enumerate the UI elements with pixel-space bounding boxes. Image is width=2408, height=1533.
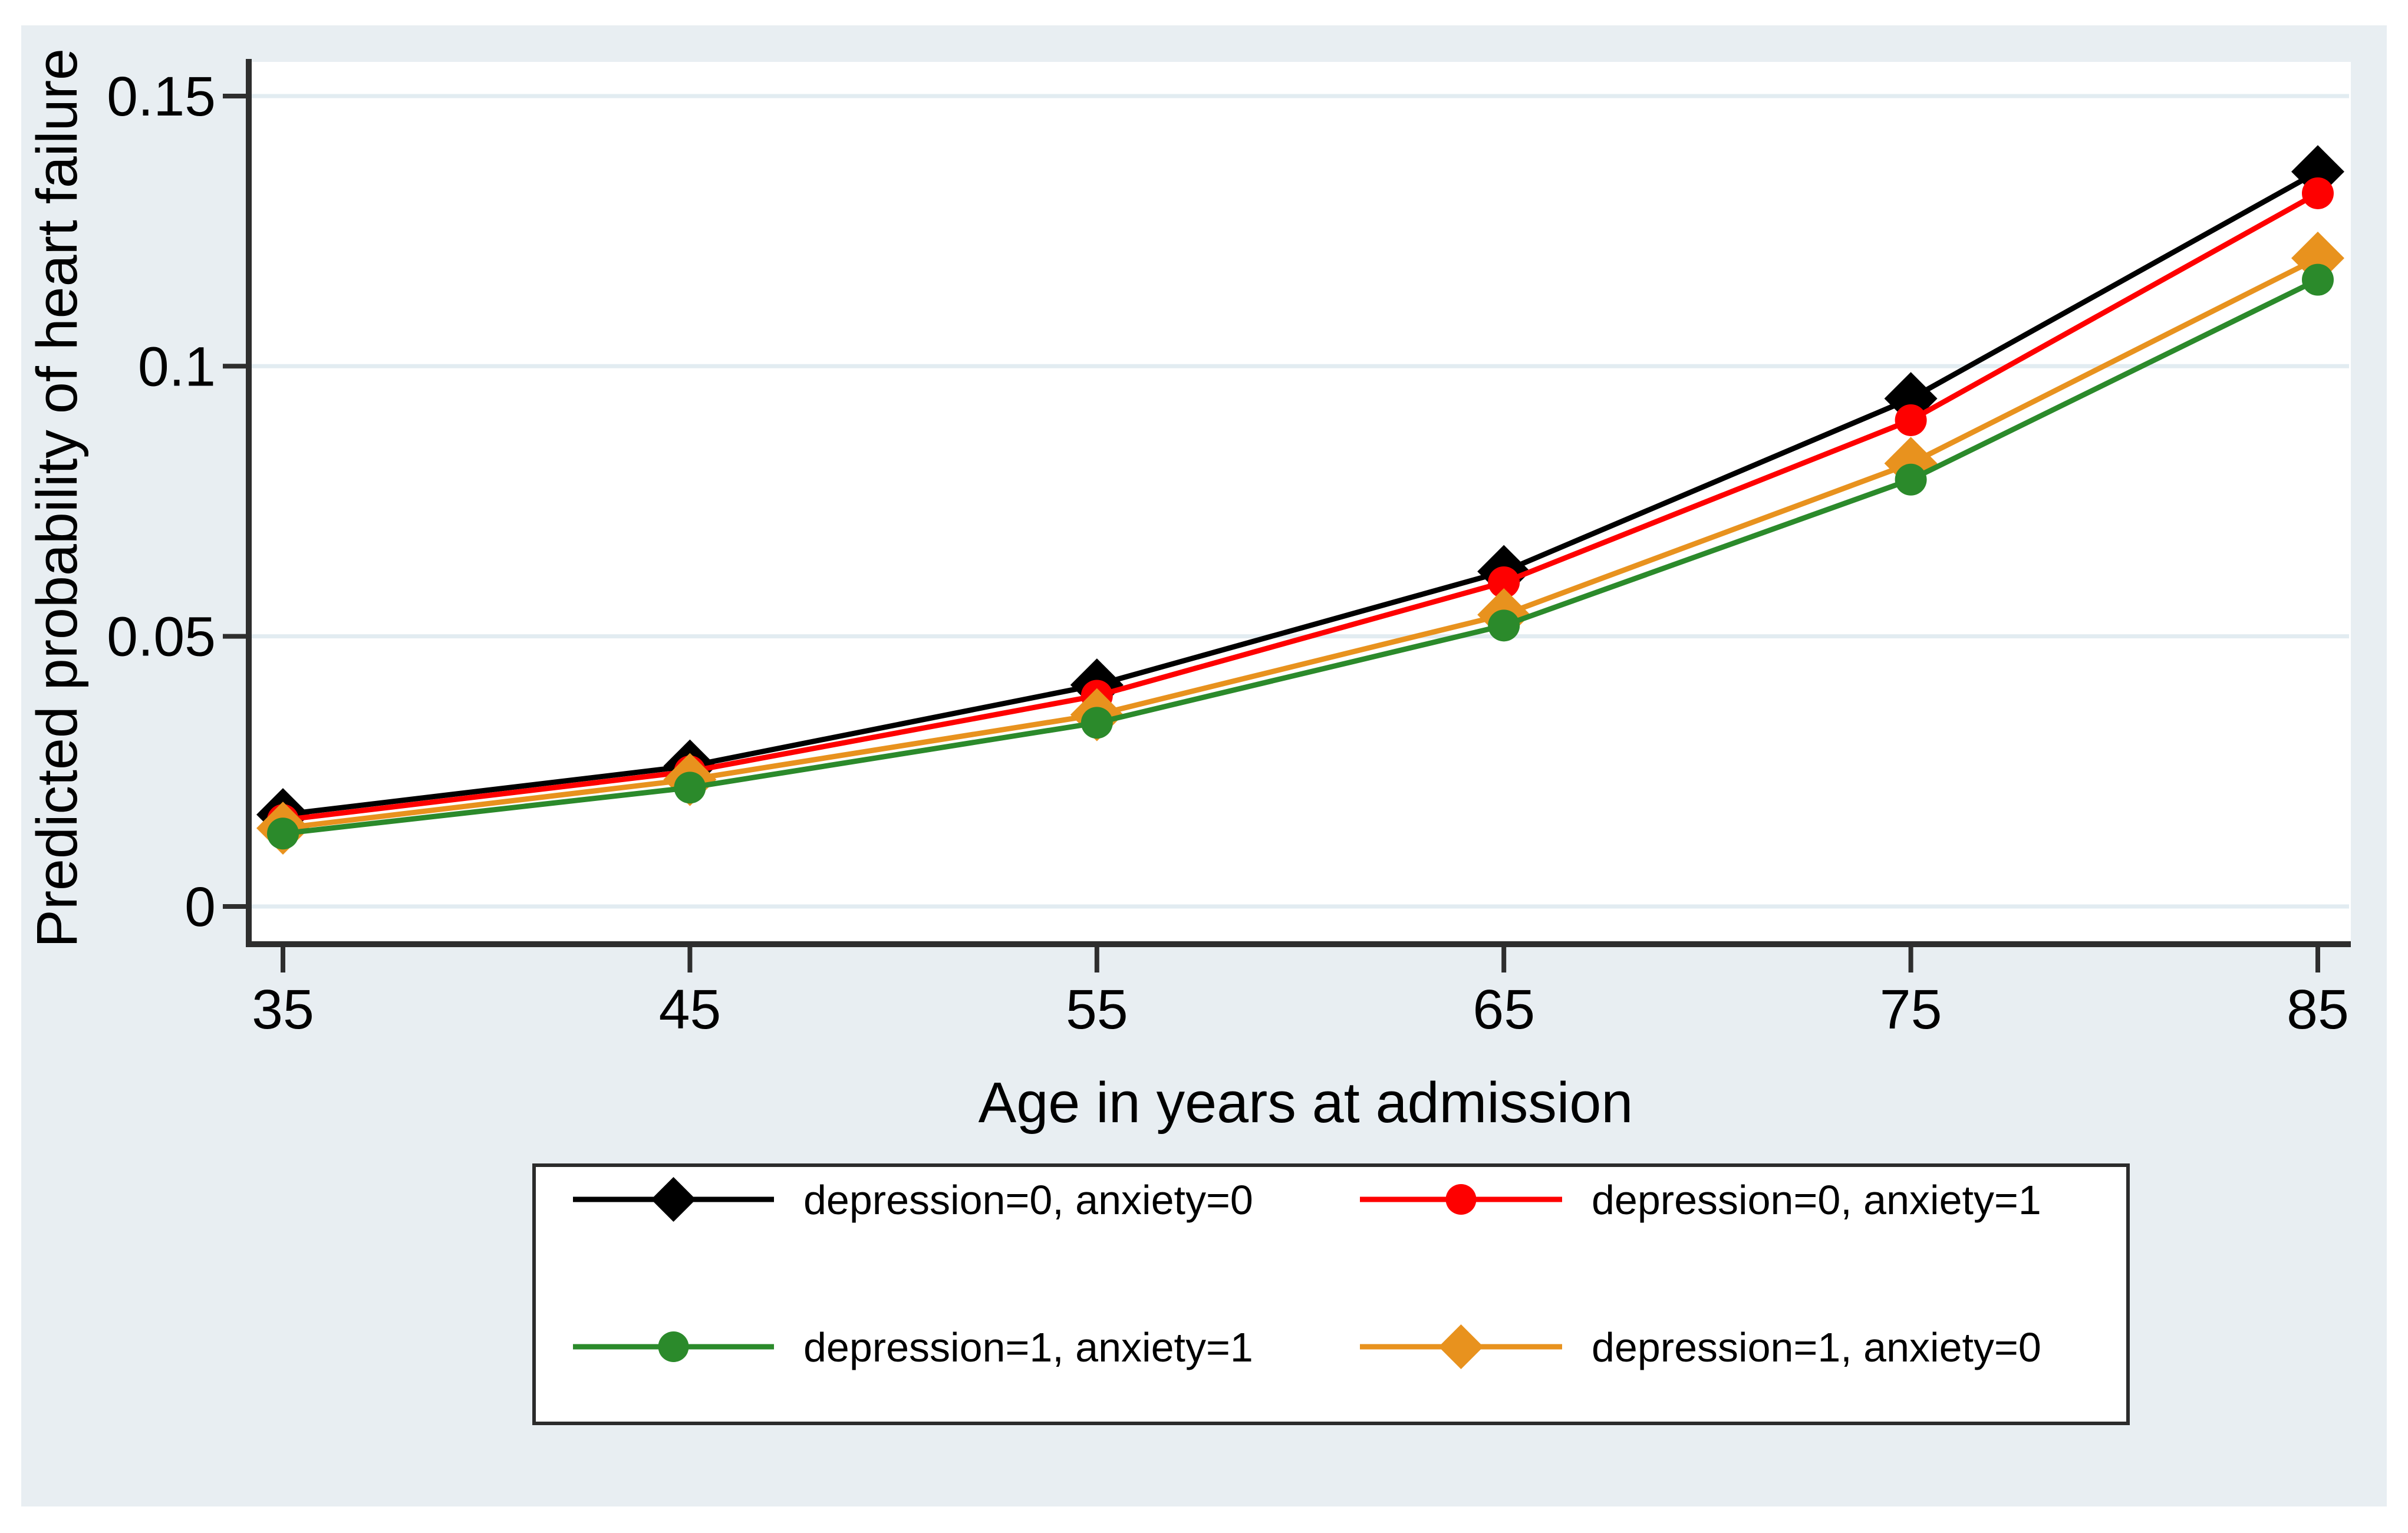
legend-diamond-marker xyxy=(651,1177,696,1222)
legend-diamond-marker xyxy=(1438,1324,1484,1369)
y-axis-ticks: 0 0.05 0.1 0.15 xyxy=(107,65,246,938)
legend-entry: depression=1, anxiety=0 xyxy=(1360,1324,2041,1370)
series-line xyxy=(282,277,2319,836)
circle-marker xyxy=(1895,404,1927,436)
plot-area xyxy=(249,62,2351,944)
data-series xyxy=(256,145,2344,855)
y-tick-label: 0.1 xyxy=(138,335,216,398)
x-tick-label: 45 xyxy=(659,978,722,1041)
gridlines xyxy=(251,94,2349,909)
legend-entry: depression=0, anxiety=1 xyxy=(1360,1177,2041,1223)
circle-marker xyxy=(2302,263,2334,296)
x-axis-ticks: 35 45 55 65 75 85 xyxy=(252,947,2349,1041)
x-tick-label: 65 xyxy=(1473,978,1535,1041)
series-line xyxy=(282,191,2320,823)
legend-label: depression=0, anxiety=0 xyxy=(803,1177,1253,1223)
circle-marker xyxy=(2302,177,2334,209)
x-tick-label: 75 xyxy=(1880,978,1942,1041)
series-depression-1-anxiety-1 xyxy=(267,263,2334,850)
x-tick-label: 55 xyxy=(1066,978,1128,1041)
legend-label: depression=1, anxiety=0 xyxy=(1592,1324,2041,1370)
y-tick-label: 0.05 xyxy=(107,606,216,668)
legend: depression=0, anxiety=0 depression=0, anx… xyxy=(532,1163,2130,1425)
circle-marker xyxy=(1488,566,1520,598)
circle-marker xyxy=(1488,609,1520,642)
x-axis-title: Age in years at admission xyxy=(979,1070,1633,1135)
y-tick-label: 0 xyxy=(185,876,216,938)
legend-label: depression=0, anxiety=1 xyxy=(1592,1177,2041,1223)
y-tick-label: 0.15 xyxy=(107,65,216,128)
circle-marker xyxy=(1081,707,1113,739)
circle-marker xyxy=(674,772,706,804)
circle-marker xyxy=(1895,463,1927,496)
legend-circle-marker xyxy=(1445,1184,1477,1215)
legend-entry: depression=1, anxiety=1 xyxy=(573,1324,1253,1370)
series-line xyxy=(282,255,2320,831)
circle-marker xyxy=(267,817,299,850)
axes xyxy=(246,59,2351,947)
series-line xyxy=(282,169,2320,817)
legend-label: depression=1, anxiety=1 xyxy=(803,1324,1253,1370)
legend-entry: depression=0, anxiety=0 xyxy=(573,1177,1253,1223)
y-axis-title: Predicted probability of heart failure xyxy=(25,48,89,948)
legend-box xyxy=(532,1163,2130,1425)
x-tick-label: 35 xyxy=(252,978,314,1041)
legend-circle-marker xyxy=(658,1331,689,1362)
x-tick-label: 85 xyxy=(2287,978,2349,1041)
